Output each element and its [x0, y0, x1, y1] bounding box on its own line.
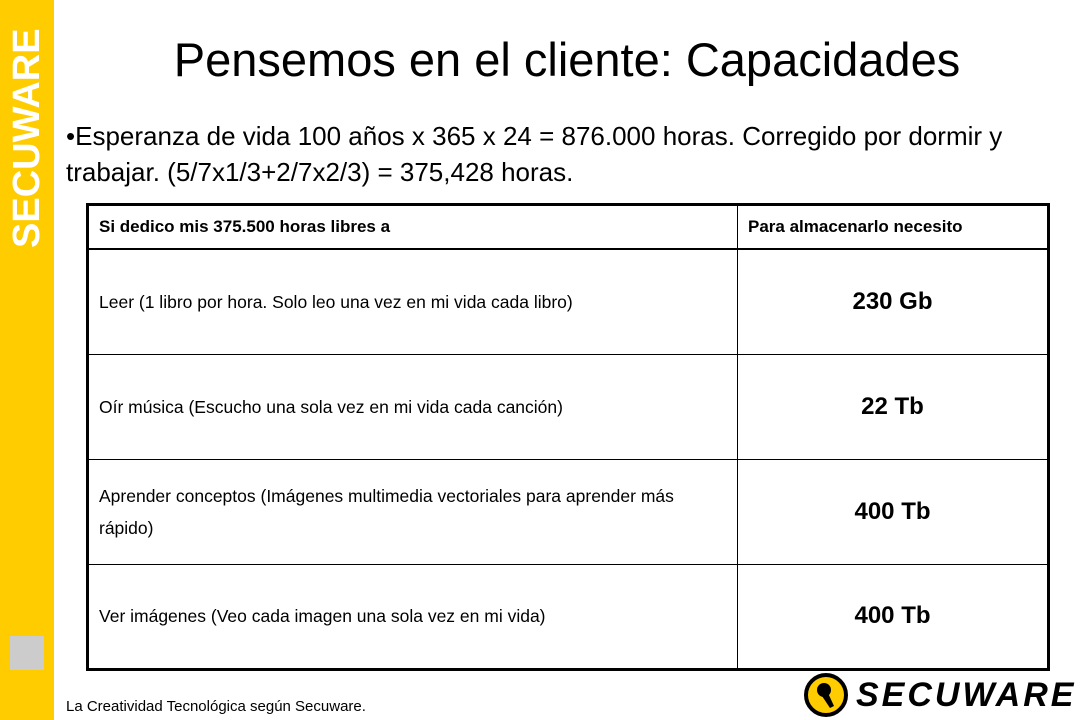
table-header-row: Si dedico mis 375.500 horas libres a Par… [87, 204, 1049, 250]
logo-wordmark: SECUWARE [856, 676, 1077, 714]
table-row: Aprender conceptos (Imágenes multimedia … [87, 458, 1049, 565]
side-brand-bar: SECUWARE [0, 0, 54, 720]
storage-cell: 22 Tb [737, 353, 1049, 460]
side-square-decoration [10, 636, 44, 670]
header-activity: Si dedico mis 375.500 horas libres a [87, 204, 738, 250]
storage-cell: 230 Gb [737, 248, 1049, 355]
capacity-table: Si dedico mis 375.500 horas libres a Par… [86, 203, 1050, 671]
activity-cell: Aprender conceptos (Imágenes multimedia … [87, 458, 738, 565]
slide-title: Pensemos en el cliente: Capacidades [173, 33, 961, 86]
storage-cell: 400 Tb [737, 563, 1049, 670]
activity-cell: Ver imágenes (Veo cada imagen una sola v… [87, 563, 738, 670]
table-row: Oír música (Escucho una sola vez en mi v… [87, 353, 1049, 460]
side-brand-text: SECUWARE [6, 28, 48, 248]
activity-cell: Oír música (Escucho una sola vez en mi v… [87, 353, 738, 460]
secuware-logo: SECUWARE [804, 673, 1074, 717]
bullet-text: •Esperanza de vida 100 años x 365 x 24 =… [66, 121, 1003, 187]
footer-text: La Creatividad Tecnológica según Secuwar… [66, 698, 366, 715]
table-row: Ver imágenes (Veo cada imagen una sola v… [87, 563, 1049, 670]
activity-cell: Leer (1 libro por hora. Solo leo una vez… [87, 248, 738, 355]
table-row: Leer (1 libro por hora. Solo leo una vez… [87, 248, 1049, 355]
storage-cell: 400 Tb [737, 458, 1049, 565]
header-storage: Para almacenarlo necesito [737, 204, 1049, 250]
keyhole-icon [804, 673, 848, 717]
